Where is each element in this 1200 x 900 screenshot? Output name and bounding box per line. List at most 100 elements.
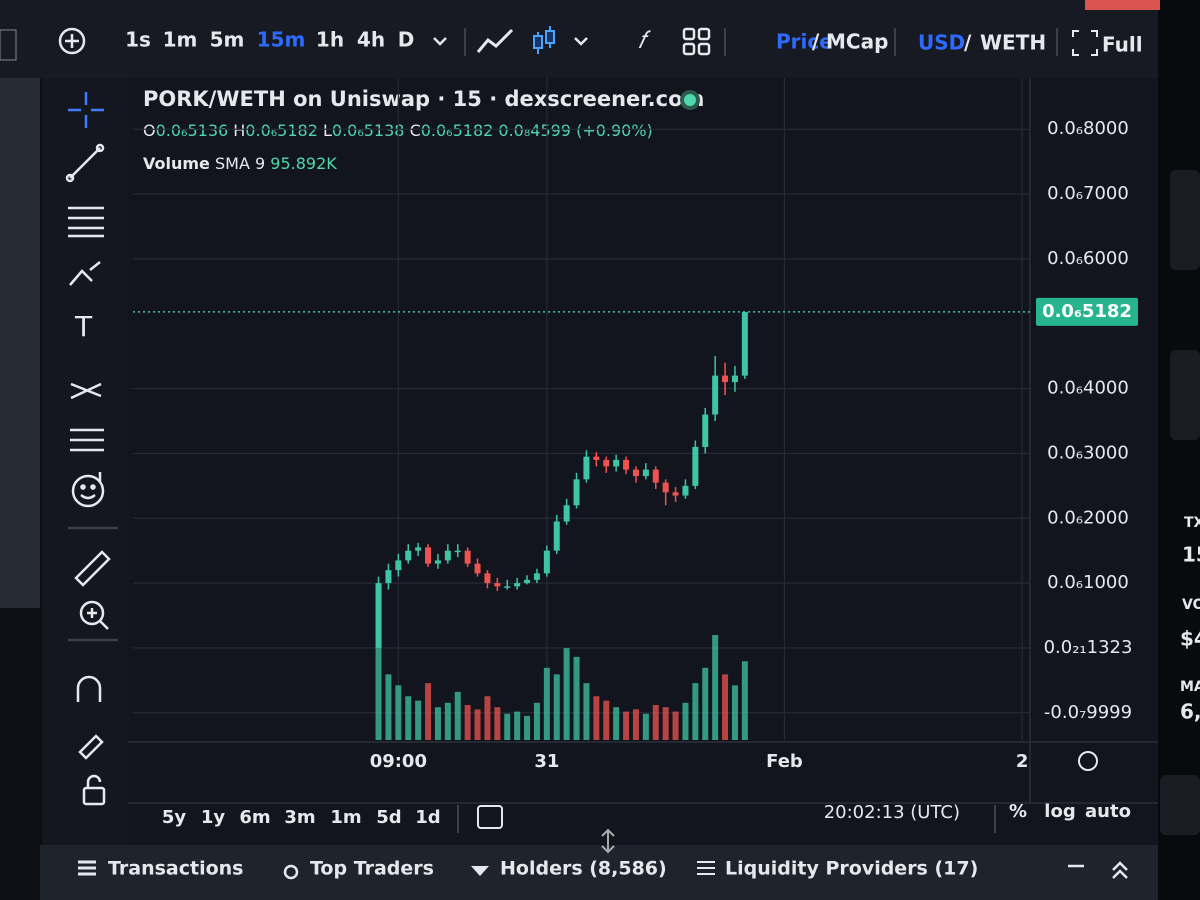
range-button[interactable]: 5d <box>376 807 401 828</box>
interval-button[interactable]: 4h <box>357 28 385 52</box>
volume-bar <box>444 702 451 740</box>
fullscreen-icon <box>1072 30 1098 56</box>
range-button[interactable]: 1m <box>330 807 361 828</box>
range-button[interactable]: 5y <box>162 807 187 828</box>
volume-bar <box>533 702 540 740</box>
range-button[interactable]: 1y <box>201 807 226 828</box>
y-tick-label: 0.0₆4000 <box>1047 378 1129 399</box>
line-type-icon[interactable] <box>476 28 514 53</box>
bar-divider <box>457 805 996 833</box>
scale-option[interactable]: auto <box>1085 801 1131 822</box>
axis-border <box>128 78 1158 804</box>
text-tool-icon[interactable]: T <box>74 310 93 343</box>
right-card <box>1160 775 1200 835</box>
volume-bar <box>573 656 580 740</box>
interval-button[interactable]: 5m <box>210 28 245 52</box>
ohlc-value: 0.0₆5182 <box>245 121 318 140</box>
panel-controls[interactable] <box>1068 861 1128 879</box>
right-card <box>1170 170 1200 270</box>
interval-button[interactable]: 1s <box>125 28 151 52</box>
candle-body <box>514 583 521 587</box>
resize-handle[interactable] <box>601 828 615 854</box>
tabs-bar <box>40 845 1158 900</box>
range-button[interactable]: 1d <box>415 807 440 828</box>
range-button[interactable]: 6m <box>239 807 270 828</box>
volume-bar <box>583 683 590 740</box>
top-toolbar <box>0 0 1158 78</box>
panel-tab[interactable]: Liquidity Providers (17) <box>725 858 978 880</box>
ohlc-value: 0.0₆5138 <box>332 121 405 140</box>
volume-bar <box>731 685 738 740</box>
candle-body <box>415 547 422 551</box>
candle-type-icon <box>533 35 543 49</box>
volume-bar <box>553 674 560 740</box>
drawing-toolbar <box>42 78 128 848</box>
candle-body <box>682 485 689 496</box>
usd-toggle[interactable]: USD <box>918 31 965 55</box>
volume-bar <box>504 713 511 740</box>
y-tick-label: 0.0₆8000 <box>1047 118 1129 139</box>
tab-icon <box>697 861 715 875</box>
settings-icon[interactable] <box>1078 751 1098 771</box>
candle-body <box>454 550 461 553</box>
y-tick-label: -0.0₇9999 <box>1044 702 1132 723</box>
volume-bar <box>563 648 570 740</box>
right-panel <box>1158 0 1200 900</box>
volume-bar <box>692 683 699 740</box>
goto-date-icon[interactable] <box>477 805 503 829</box>
panel-tab[interactable]: Top Traders <box>310 858 434 880</box>
chevron-icon[interactable] <box>433 37 588 46</box>
chart-title: PORK/WETH on Uniswap · 15 · dexscreener.… <box>143 87 704 111</box>
last-price-label: 0.0₆5182 <box>1042 301 1132 322</box>
tab-icon <box>471 866 489 876</box>
candle-body <box>474 563 481 574</box>
volume-bar <box>702 667 709 740</box>
ohlc-key: O <box>143 121 156 140</box>
candle-body <box>444 550 451 561</box>
range-button[interactable]: 3m <box>284 807 315 828</box>
side-panel-text: TX <box>1184 515 1200 531</box>
candle-body <box>722 375 729 383</box>
interval-button[interactable]: 1h <box>316 28 344 52</box>
candle-body <box>494 583 501 587</box>
scale-option[interactable]: % <box>1009 801 1027 822</box>
add-icon[interactable] <box>58 27 86 55</box>
volume-bar <box>722 674 729 740</box>
candle-body <box>672 492 679 496</box>
volume-bar <box>593 696 600 740</box>
volume-bar <box>642 713 649 740</box>
full-button[interactable]: Full <box>1102 33 1143 57</box>
volume-bar <box>514 711 521 740</box>
volume-bar <box>484 696 491 740</box>
candle-body <box>652 469 659 483</box>
interval-button[interactable]: D <box>398 28 415 52</box>
ohlc-key: C <box>410 121 421 140</box>
candle-body <box>741 311 748 376</box>
price-toggle[interactable]: Price <box>776 30 833 54</box>
candle-body <box>553 521 560 551</box>
candle-body <box>464 550 471 564</box>
interval-button[interactable]: 1m <box>163 28 198 52</box>
panel-tab[interactable]: Transactions <box>108 858 243 880</box>
candle-body <box>484 573 491 584</box>
layout-icon[interactable] <box>682 27 711 56</box>
ohlc-key: H <box>233 121 245 140</box>
drawing-tool-icons[interactable] <box>65 92 118 806</box>
volume-bar <box>543 667 550 740</box>
scale-option[interactable]: log <box>1044 801 1075 822</box>
candle-body <box>395 560 402 571</box>
side-panel-text: $4 <box>1180 627 1200 651</box>
interval-button[interactable]: 15m <box>257 28 306 52</box>
volume-bar <box>425 683 432 740</box>
candle-body <box>425 547 432 564</box>
ohlc-change: 0.0₈4599 (+0.90%) <box>498 121 652 140</box>
panel-tab[interactable]: Holders (8,586) <box>500 858 667 880</box>
candle-body <box>563 505 570 522</box>
weth-toggle[interactable]: WETH <box>980 31 1046 55</box>
volume-bar <box>682 702 689 740</box>
candle-body <box>524 579 531 584</box>
volume-bar <box>652 705 659 740</box>
mcap-toggle[interactable]: MCap <box>826 30 888 54</box>
volume-bar <box>672 711 679 740</box>
